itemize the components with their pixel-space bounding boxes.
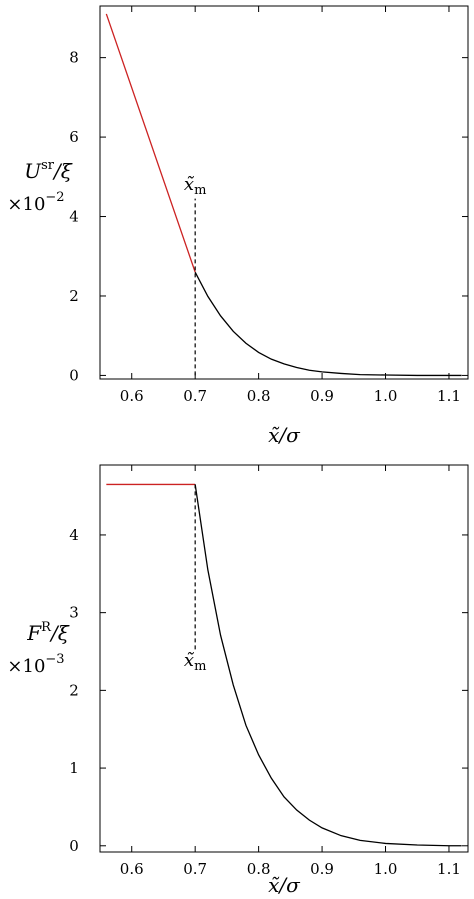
y-tick-label: 6 bbox=[69, 128, 79, 146]
x-tick-label: 0.7 bbox=[183, 860, 207, 878]
x-tick-label: 1.0 bbox=[374, 387, 398, 405]
y-axis-label-main: U bbox=[24, 159, 42, 183]
x-m-annotation-main: x̃ bbox=[184, 650, 195, 671]
x-m-annotation: x̃m bbox=[184, 650, 206, 674]
series-decay-curve bbox=[194, 271, 462, 377]
panel-bottom-force: 0.6 0.7 0.8 0.9 1.0 1.1 0 1 2 3 4 x̃m x̃/σ FR/ξ ×1… bbox=[7, 464, 469, 897]
x-m-annotation-sub: m bbox=[194, 183, 206, 198]
y-tick-label: 2 bbox=[69, 287, 79, 305]
y-scale-exponent: −2 bbox=[45, 190, 64, 205]
x-m-annotation-sub: m bbox=[194, 659, 206, 674]
x-axis-label: x̃/σ bbox=[268, 423, 301, 447]
x-tick-label: 0.8 bbox=[247, 860, 271, 878]
y-axis-label: FR/ξ bbox=[26, 620, 69, 645]
y-axis-label-sup: sr bbox=[41, 158, 55, 173]
y-tick-label: 8 bbox=[69, 49, 79, 67]
y-tick-label: 0 bbox=[69, 366, 79, 384]
panel-top-potential: 0.6 0.7 0.8 0.9 1.0 1.1 0 2 4 6 8 x̃m x̃/σ Usr/ξ ×… bbox=[7, 5, 469, 447]
x-tick-label: 0.8 bbox=[247, 387, 271, 405]
y-tick-label: 2 bbox=[69, 681, 79, 699]
ticks: 0.6 0.7 0.8 0.9 1.0 1.1 0 1 2 3 4 bbox=[69, 465, 468, 878]
y-axis-label-tail: /ξ bbox=[52, 159, 73, 183]
y-tick-label: 4 bbox=[69, 526, 79, 544]
x-tick-label: 1.0 bbox=[374, 860, 398, 878]
x-m-annotation: x̃m bbox=[184, 174, 206, 198]
y-axis-label-sup: R bbox=[41, 620, 52, 635]
annotations: x̃m bbox=[184, 484, 206, 674]
y-scale-factor: ×10−2 bbox=[7, 190, 64, 215]
series-group bbox=[105, 13, 462, 377]
series-linear-segment bbox=[105, 13, 196, 273]
y-tick-label: 1 bbox=[69, 759, 79, 777]
y-axis-label-tail: /ξ bbox=[49, 621, 70, 645]
x-tick-label: 0.7 bbox=[183, 387, 207, 405]
y-tick-label: 4 bbox=[69, 208, 79, 226]
y-scale-base: ×10 bbox=[7, 656, 45, 677]
x-axis-label: x̃/σ bbox=[268, 873, 301, 897]
annotations: x̃m bbox=[184, 174, 206, 376]
series-decay-curve bbox=[194, 484, 462, 847]
ticks: 0.6 0.7 0.8 0.9 1.0 1.1 0 2 4 6 8 bbox=[69, 6, 468, 405]
y-tick-label: 3 bbox=[69, 604, 79, 622]
x-tick-label: 1.1 bbox=[437, 387, 461, 405]
x-tick-label: 0.9 bbox=[310, 860, 334, 878]
series-group bbox=[106, 483, 462, 847]
y-axis-label-main: F bbox=[26, 621, 42, 645]
x-tick-label: 0.9 bbox=[310, 387, 334, 405]
y-axis-label: Usr/ξ bbox=[24, 158, 72, 183]
y-tick-label: 0 bbox=[69, 837, 79, 855]
plot-frame bbox=[99, 5, 469, 380]
x-tick-label: 0.6 bbox=[120, 860, 144, 878]
y-scale-factor: ×10−3 bbox=[7, 652, 64, 677]
x-tick-label: 0.6 bbox=[120, 387, 144, 405]
x-tick-label: 1.1 bbox=[437, 860, 461, 878]
y-scale-base: ×10 bbox=[7, 194, 45, 215]
plot-frame bbox=[99, 464, 469, 853]
y-scale-exponent: −3 bbox=[45, 652, 64, 667]
x-m-annotation-main: x̃ bbox=[184, 174, 195, 195]
